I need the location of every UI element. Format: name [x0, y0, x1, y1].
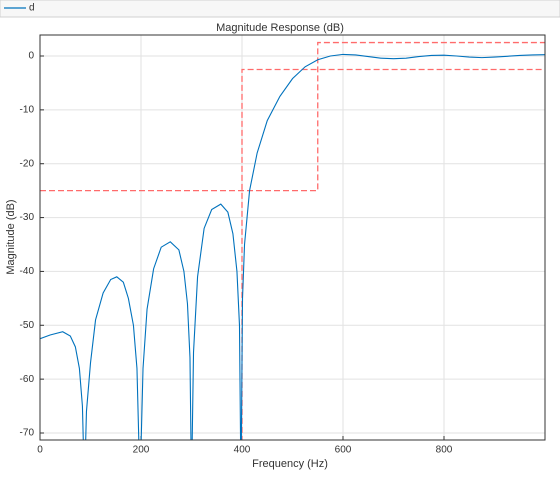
chart-title: Magnitude Response (dB) [216, 22, 344, 34]
legend-label: d [29, 3, 35, 14]
x-tick-label: 800 [436, 445, 453, 456]
series-line [40, 53, 545, 440]
y-tick-label: -20 [20, 158, 35, 169]
x-tick-label: 0 [37, 445, 43, 456]
y-tick-label: -70 [20, 428, 35, 439]
y-tick-label: -10 [20, 105, 35, 116]
plot-content [40, 41, 545, 440]
constraint-line [40, 41, 545, 192]
x-axis-label: Frequency (Hz) [252, 458, 328, 470]
y-tick-label: 0 [28, 51, 34, 62]
y-axis-label: Magnitude (dB) [5, 199, 17, 274]
plot-area [40, 35, 545, 440]
y-tick-label: -40 [20, 266, 35, 277]
y-tick-label: -30 [20, 212, 35, 223]
plot-frame [39, 34, 546, 441]
x-tick-label: 600 [335, 445, 352, 456]
x-tick-label: 400 [234, 445, 251, 456]
legend-bar [0, 0, 560, 18]
y-tick-label: -50 [20, 320, 35, 331]
x-tick-label: 200 [133, 445, 150, 456]
y-tick-label: -60 [20, 374, 35, 385]
